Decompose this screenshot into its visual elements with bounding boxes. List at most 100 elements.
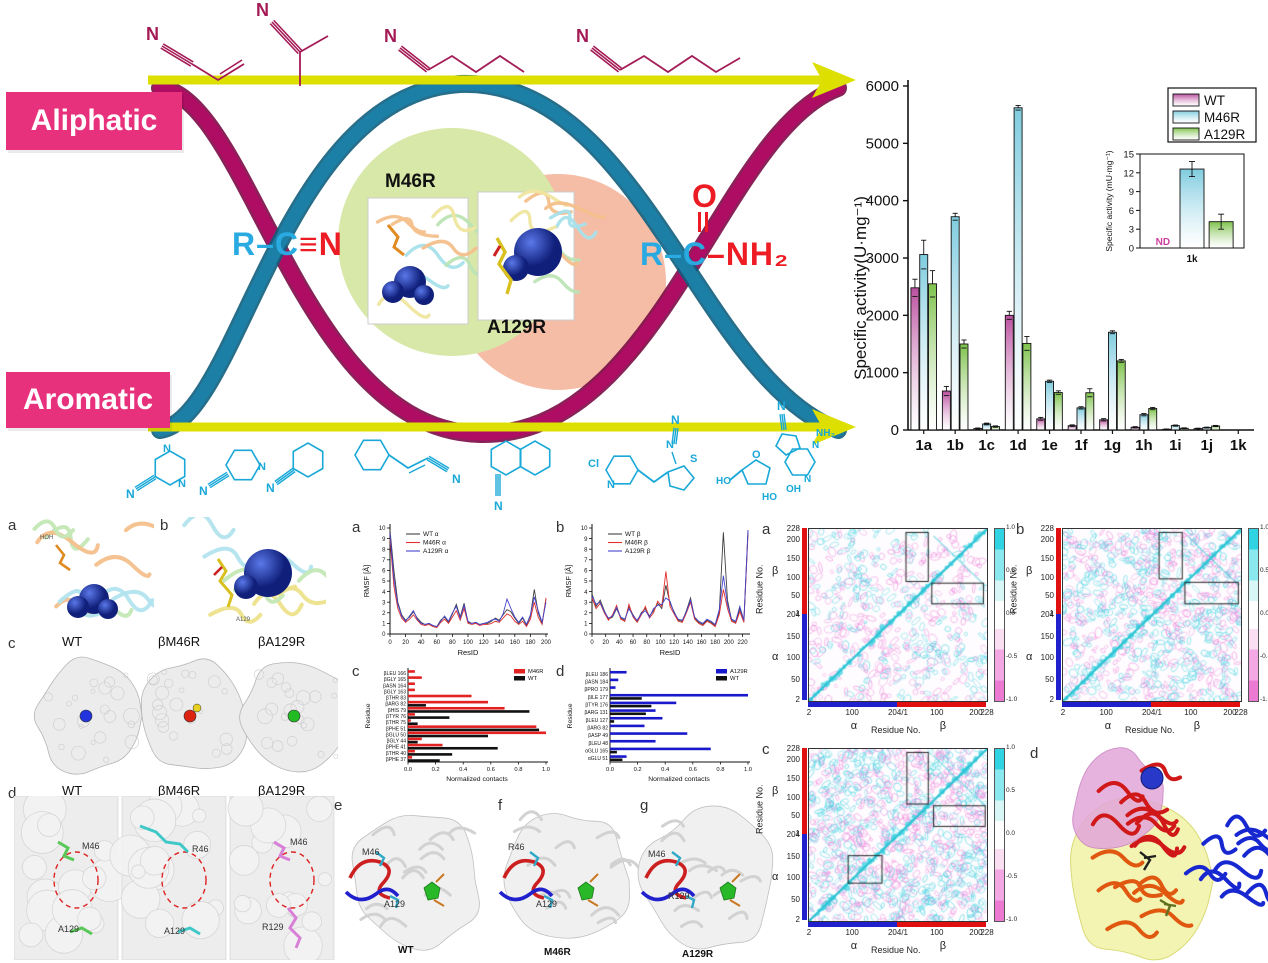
line-shape bbox=[428, 455, 450, 469]
line-shape bbox=[207, 471, 228, 485]
y-tick-alpha: 50 bbox=[791, 674, 800, 684]
y-tick-beta: 50 bbox=[1045, 591, 1054, 601]
path-shape bbox=[94, 554, 152, 578]
path-shape bbox=[371, 825, 396, 837]
contacts-d-letter: d bbox=[556, 663, 565, 680]
residue-stick-icon bbox=[54, 544, 71, 572]
ribbon-blue bbox=[1234, 827, 1268, 841]
residue-label: βARG 82 bbox=[385, 702, 406, 708]
residue-label: βTHR 75 bbox=[386, 720, 406, 726]
panel-b-active-site-mutant: A129 bbox=[176, 517, 326, 629]
bar-WT bbox=[408, 753, 453, 756]
x-tick-label: 20 bbox=[402, 640, 409, 646]
x-tick: 2 bbox=[1060, 708, 1066, 717]
bar-WT bbox=[610, 750, 617, 754]
series-A129R α bbox=[389, 533, 547, 628]
beta-axis-label: β bbox=[772, 564, 779, 577]
colorbar-tick: 1.0 bbox=[1006, 524, 1016, 531]
alpha-band-y bbox=[802, 614, 807, 700]
bar-M46R-1d bbox=[1013, 107, 1023, 431]
text-shape: N bbox=[452, 472, 461, 486]
panel-a-letter: a bbox=[8, 517, 17, 534]
bar-M46R bbox=[408, 743, 443, 747]
product-bond2: – bbox=[707, 236, 726, 272]
x-axis-label: Normalized contacts bbox=[648, 776, 710, 783]
residue-129-stick bbox=[543, 894, 554, 909]
y-tick-label: 4 bbox=[382, 590, 386, 596]
map-d-complex-structure bbox=[1070, 747, 1268, 961]
legend-label: WT bbox=[730, 676, 739, 682]
x-category-label: 1d bbox=[1009, 437, 1027, 454]
x-axis-label: Residue No. bbox=[1125, 725, 1175, 735]
path-shape bbox=[554, 840, 576, 850]
mutant-a129r-label: A129R bbox=[487, 317, 547, 338]
residue-label: βPHE 37 bbox=[386, 757, 406, 763]
legend-label: M46R β bbox=[625, 540, 648, 547]
bar-A129R bbox=[610, 686, 616, 689]
circle-shape bbox=[89, 678, 99, 688]
residue-stick-icon bbox=[213, 566, 223, 576]
residue-label: βTYR 76 bbox=[386, 714, 406, 720]
x-tick: 200 bbox=[969, 708, 983, 717]
contacts-a129r-chart: 0.0 0.2 0.4 0.6 0.8 1.0 Normalized contacts Res… bbox=[567, 668, 752, 783]
circle-shape bbox=[181, 669, 190, 678]
residue-46-stick bbox=[139, 824, 190, 854]
arrow-head-icon bbox=[812, 409, 856, 445]
x-axis-label: Residue No. bbox=[871, 945, 921, 955]
polyline-shape bbox=[637, 469, 669, 484]
polygon-shape bbox=[519, 440, 551, 476]
path-shape bbox=[359, 912, 387, 922]
beta-axis-label: β bbox=[1026, 564, 1033, 577]
panel-d-title-wt: WT bbox=[62, 783, 83, 798]
x-tick: 228 bbox=[980, 928, 994, 937]
y-axis-label: Residue No. bbox=[754, 564, 765, 614]
y-tick-label: 5 bbox=[382, 579, 386, 585]
bar-WT-1b bbox=[941, 390, 951, 431]
path-shape bbox=[402, 865, 428, 874]
y-tick-label: 3000 bbox=[866, 250, 899, 267]
x-tick-label: 80 bbox=[449, 640, 456, 646]
x-tick-label: 0.8 bbox=[716, 767, 724, 773]
line-shape bbox=[399, 47, 429, 71]
circle-shape bbox=[281, 682, 292, 693]
circle-shape bbox=[332, 678, 338, 684]
text-shape: N bbox=[126, 487, 135, 501]
residue-label: βPRO 179 bbox=[585, 687, 609, 693]
circle-shape bbox=[78, 723, 84, 729]
y-tick-label: 2000 bbox=[866, 307, 899, 324]
y-tick-beta: 200 bbox=[786, 534, 800, 544]
residue-mini-label: A129 bbox=[236, 617, 251, 623]
substrate-n: N bbox=[318, 226, 343, 262]
cofactor-sticks bbox=[729, 873, 741, 907]
y-tick-label: 9 bbox=[382, 537, 386, 543]
panel-d-pocket-surfaces bbox=[14, 796, 335, 960]
path-shape bbox=[512, 825, 542, 834]
text-shape: N bbox=[178, 478, 186, 490]
a129r-site-thumbnail bbox=[477, 189, 606, 321]
y-tick-label: 6 bbox=[584, 569, 588, 575]
line-shape bbox=[271, 21, 301, 53]
panel-g-cartoon-a129r bbox=[637, 805, 774, 950]
circle-shape bbox=[127, 720, 136, 729]
legend-label: A129R α bbox=[423, 548, 449, 555]
y-axis-label: Residue bbox=[365, 703, 372, 728]
nd-label: ND bbox=[1156, 237, 1170, 248]
y-axis-label: RMSF [Å] bbox=[564, 565, 573, 598]
bar-M46R bbox=[408, 719, 411, 722]
line-shape bbox=[219, 59, 243, 75]
y-tick-alpha: 204 bbox=[786, 609, 800, 619]
text-shape: N bbox=[256, 0, 269, 20]
y-tick-label: 10 bbox=[581, 526, 588, 532]
panel-e-residue-bottom: A129 bbox=[384, 899, 406, 909]
map-panel-letter: c bbox=[762, 741, 770, 758]
map-panel-letter: a bbox=[762, 521, 771, 538]
text-shape: N bbox=[266, 481, 275, 495]
circle-shape bbox=[144, 908, 175, 939]
x-tick-label: 20 bbox=[602, 640, 609, 646]
circle-shape bbox=[43, 692, 53, 702]
y-tick-alpha: 50 bbox=[1045, 674, 1054, 684]
bar-WT bbox=[610, 758, 623, 762]
x-tick-label: 0.6 bbox=[487, 767, 495, 773]
y-tick-beta: 100 bbox=[786, 572, 800, 582]
y-tick-alpha: 100 bbox=[1040, 653, 1054, 663]
